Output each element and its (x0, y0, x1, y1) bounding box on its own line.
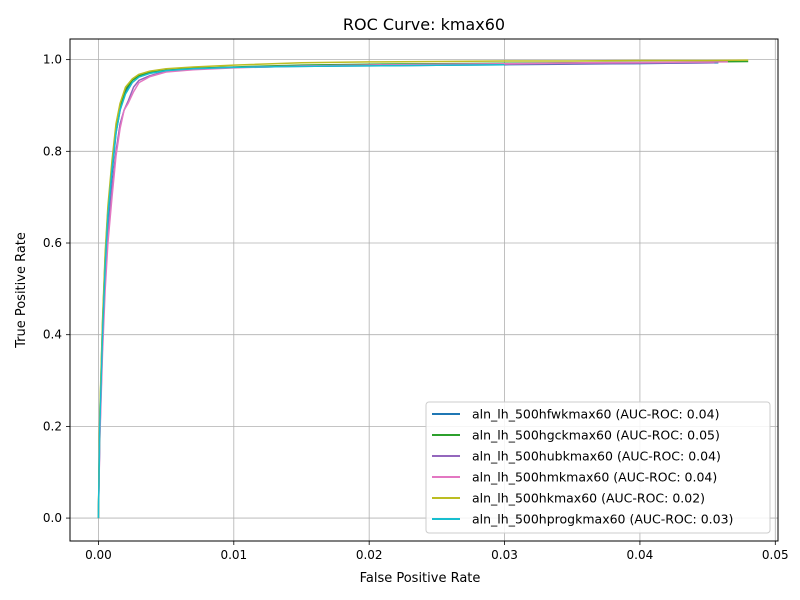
x-tick-label: 0.04 (627, 548, 654, 562)
y-tick-label: 0.4 (43, 328, 62, 342)
legend-label-2: aln_lh_500hgckmax60 (AUC-ROC: 0.05) (472, 428, 720, 443)
tick-layer: 0.00 0.01 0.02 0.03 0.04 0.05 0.0 0.2 0.4 0.6 0.8 1… (43, 53, 789, 562)
y-axis-label: True Positive Rate (14, 232, 29, 349)
x-tick-label: 0.05 (762, 548, 789, 562)
y-tick-label: 0.0 (43, 511, 62, 525)
legend-box (425, 401, 771, 534)
legend-label-3: aln_lh_500hubkmax60 (AUC-ROC: 0.04) (472, 449, 721, 464)
series-line-4 (97, 61, 728, 519)
y-tick-label: 0.2 (43, 419, 62, 433)
legend-label-5: aln_lh_500hkmax60 (AUC-ROC: 0.02) (472, 491, 705, 506)
x-tick-label: 0.01 (220, 548, 247, 562)
legend-label-6: aln_lh_500hprogkmax60 (AUC-ROC: 0.03) (472, 512, 733, 527)
legend-label-4: aln_lh_500hmkmax60 (AUC-ROC: 0.04) (472, 470, 717, 485)
x-axis-label: False Positive Rate (360, 571, 481, 586)
legend-label-1: aln_lh_500hfwkmax60 (AUC-ROC: 0.04) (472, 407, 719, 422)
grid-layer (70, 39, 778, 541)
y-tick-label: 0.8 (43, 144, 62, 158)
chart-title: ROC Curve: kmax60 (343, 15, 505, 34)
legend: aln_lh_500hfwkmax60 (AUC-ROC: 0.04) aln_l… (425, 401, 771, 534)
x-tick-label: 0.00 (85, 548, 112, 562)
x-tick-label: 0.02 (356, 548, 383, 562)
x-tick-label: 0.03 (491, 548, 518, 562)
plot-frame (69, 38, 779, 542)
y-tick-label: 1.0 (43, 53, 62, 67)
series-layer (97, 59, 749, 519)
series-line-6 (97, 63, 505, 519)
y-tick-label: 0.6 (43, 236, 62, 250)
